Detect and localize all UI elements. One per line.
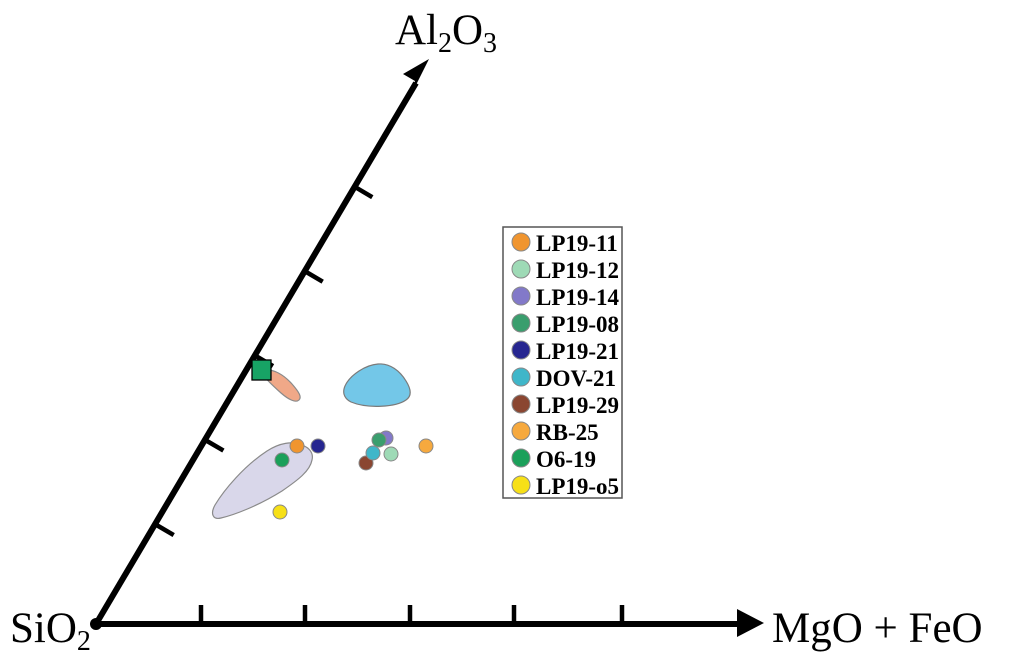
svg-text:LP19-21: LP19-21	[536, 339, 619, 364]
svg-text:MgO + FeO: MgO + FeO	[772, 605, 983, 652]
svg-text:LP19-11: LP19-11	[536, 231, 618, 256]
svg-text:LP19-12: LP19-12	[536, 258, 619, 283]
svg-text:Al2O3: Al2O3	[395, 7, 497, 59]
svg-text:LP19-o5: LP19-o5	[536, 474, 619, 499]
svg-text:O6-19: O6-19	[536, 447, 596, 472]
svg-text:DOV-21: DOV-21	[536, 366, 616, 391]
svg-text:LP19-29: LP19-29	[536, 393, 619, 418]
svg-text:SiO2: SiO2	[10, 605, 91, 657]
svg-text:LP19-08: LP19-08	[536, 312, 619, 337]
svg-text:LP19-14: LP19-14	[536, 285, 620, 310]
svg-text:RB-25: RB-25	[536, 420, 599, 445]
